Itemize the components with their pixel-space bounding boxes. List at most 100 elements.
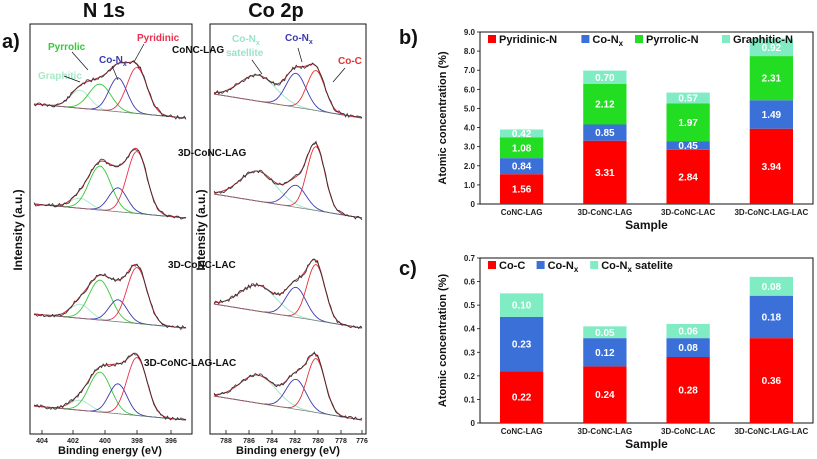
legend-entry: Graphitic-N bbox=[733, 34, 793, 46]
panel-b-label: b) bbox=[399, 27, 418, 49]
bar-value-label: 0.84 bbox=[512, 162, 532, 173]
x-category-label: CoNC-LAG bbox=[501, 427, 543, 436]
co2p-spectra bbox=[213, 62, 363, 421]
bar-segment bbox=[666, 149, 710, 204]
y-tick-label: 8.0 bbox=[464, 47, 476, 56]
raw-spectrum bbox=[213, 62, 363, 118]
bar-value-label: 0.45 bbox=[678, 141, 698, 152]
bar-segment bbox=[666, 103, 710, 142]
bar-segment bbox=[499, 316, 544, 372]
bar-segment bbox=[666, 92, 710, 104]
bar-segment bbox=[749, 38, 794, 57]
x-category-label: 3D-CoNC-LAC bbox=[661, 208, 715, 217]
pyrrolic-annotation: Pyrrolic bbox=[48, 42, 86, 53]
y-axis-label: Atomic concentration (%) bbox=[437, 51, 449, 185]
bar-segment bbox=[499, 371, 544, 423]
y-tick-label: 0.2 bbox=[464, 372, 476, 381]
bar-value-label: 2.84 bbox=[678, 172, 698, 183]
background-line bbox=[33, 103, 187, 119]
panel-a-label: a) bbox=[2, 31, 20, 53]
bar-value-label: 0.92 bbox=[762, 43, 782, 54]
chart-b: 0 1.0 2.0 3.0 4.0 5.0 6.0 7.0 8.0 9.0 1.56 0.84 1.08… bbox=[437, 28, 814, 232]
n1s-frame bbox=[29, 23, 193, 435]
raw-spectrum bbox=[213, 140, 363, 221]
x-category-label: CoNC-LAG bbox=[501, 208, 543, 217]
co2p-ylabel: Intensity (a.u.) bbox=[194, 189, 208, 270]
legend-swatch bbox=[581, 35, 590, 43]
sample-label-3d-conc-lag: 3D-CoNC-LAG bbox=[178, 148, 247, 159]
n1s-tick-label: 398 bbox=[131, 438, 143, 445]
y-tick-label: 4.0 bbox=[464, 124, 476, 133]
co2p-title: Co 2p bbox=[248, 0, 304, 22]
background-line bbox=[33, 405, 187, 421]
y-tick-label: 0 bbox=[471, 200, 476, 209]
x-category-label: 3D-CoNC-LAG-LAC bbox=[734, 427, 808, 436]
fit-component-curve bbox=[33, 150, 187, 219]
x-category-label: 3D-CoNC-LAC bbox=[661, 427, 715, 436]
bar-value-label: 1.49 bbox=[762, 110, 782, 121]
background-line bbox=[33, 203, 187, 219]
bar-segment bbox=[583, 326, 627, 339]
bar-value-label: 0.18 bbox=[762, 312, 782, 323]
legend-entry: Pyrrolic-N bbox=[646, 34, 699, 46]
bar-segment bbox=[666, 338, 710, 357]
sample-label-3d-conc-lag-lac: 3D-CoNC-LAG-LAC bbox=[144, 358, 236, 369]
fit-component-curve bbox=[213, 70, 363, 119]
fit-component-curve bbox=[213, 284, 363, 329]
legend-swatch bbox=[722, 35, 730, 43]
graphitic-annotation: Graphitic bbox=[38, 71, 82, 82]
bar-segment bbox=[583, 124, 627, 141]
background-line bbox=[213, 93, 363, 119]
pyridinic-annotation: Pyridinic bbox=[137, 33, 180, 44]
raw-spectrum bbox=[34, 263, 187, 331]
fit-component-curve bbox=[33, 83, 187, 119]
bar-segment bbox=[749, 338, 794, 423]
bar-value-label: 1.08 bbox=[512, 143, 532, 154]
bar-value-label: 0.10 bbox=[512, 301, 532, 312]
y-tick-label: 7.0 bbox=[464, 66, 476, 75]
legend-swatch bbox=[488, 261, 496, 269]
legend-entry: Co-C bbox=[499, 260, 525, 272]
fit-envelope bbox=[33, 263, 187, 329]
bar-segment bbox=[583, 83, 627, 125]
bar-value-label: 0.57 bbox=[678, 94, 698, 105]
bar-segment bbox=[499, 174, 544, 204]
plot-frame bbox=[479, 257, 814, 424]
y-tick-label: 0.6 bbox=[464, 278, 476, 287]
bar-segment bbox=[583, 140, 627, 204]
plot-frame bbox=[479, 31, 814, 205]
legend-entry: Pyridinic-N bbox=[499, 34, 557, 46]
bar-value-label: 0.06 bbox=[678, 327, 698, 338]
fit-component-curve bbox=[33, 399, 187, 421]
co2p-con-annotation: Co-Nx bbox=[285, 33, 313, 46]
bar-value-label: 0.70 bbox=[595, 73, 615, 84]
bar-value-label: 0.24 bbox=[595, 390, 615, 401]
bar-segment bbox=[583, 366, 627, 423]
legend-entry: Co-Nx satelite bbox=[601, 260, 673, 274]
raw-spectrum bbox=[33, 149, 187, 220]
bar-segment bbox=[499, 158, 544, 175]
spectra-axis-ticks bbox=[41, 430, 363, 434]
fit-component-curve bbox=[33, 267, 187, 329]
fit-component-curve bbox=[213, 374, 363, 421]
fit-component-curve bbox=[33, 77, 187, 119]
co2p-tick-label: 778 bbox=[335, 438, 347, 445]
bar-segment bbox=[583, 338, 627, 367]
bar-segment bbox=[666, 324, 710, 339]
bar-value-label: 0.05 bbox=[595, 328, 615, 339]
bar-value-label: 0.08 bbox=[678, 343, 698, 354]
bar-value-label: 1.97 bbox=[678, 118, 698, 129]
x-category-label: 3D-CoNC-LAG bbox=[578, 208, 633, 217]
chart-c: 0 0.1 0.2 0.3 0.4 0.5 0.6 0.7 0.22 0.23 0.10 CoNC-L… bbox=[437, 254, 814, 451]
fit-component-curve bbox=[33, 197, 187, 219]
n1s-tick-label: 400 bbox=[99, 438, 111, 445]
fit-envelope bbox=[213, 63, 363, 119]
legend-swatch bbox=[536, 261, 545, 269]
co2p-tick-label: 782 bbox=[289, 438, 301, 445]
background-line bbox=[213, 303, 363, 329]
n1s-con-annotation: Co-Nx bbox=[99, 55, 127, 68]
coc-annotation: Co-C bbox=[338, 56, 362, 67]
y-tick-label: 0 bbox=[471, 419, 476, 428]
bar-segment bbox=[749, 128, 794, 204]
legend-entry: Co-Nx bbox=[592, 34, 623, 48]
